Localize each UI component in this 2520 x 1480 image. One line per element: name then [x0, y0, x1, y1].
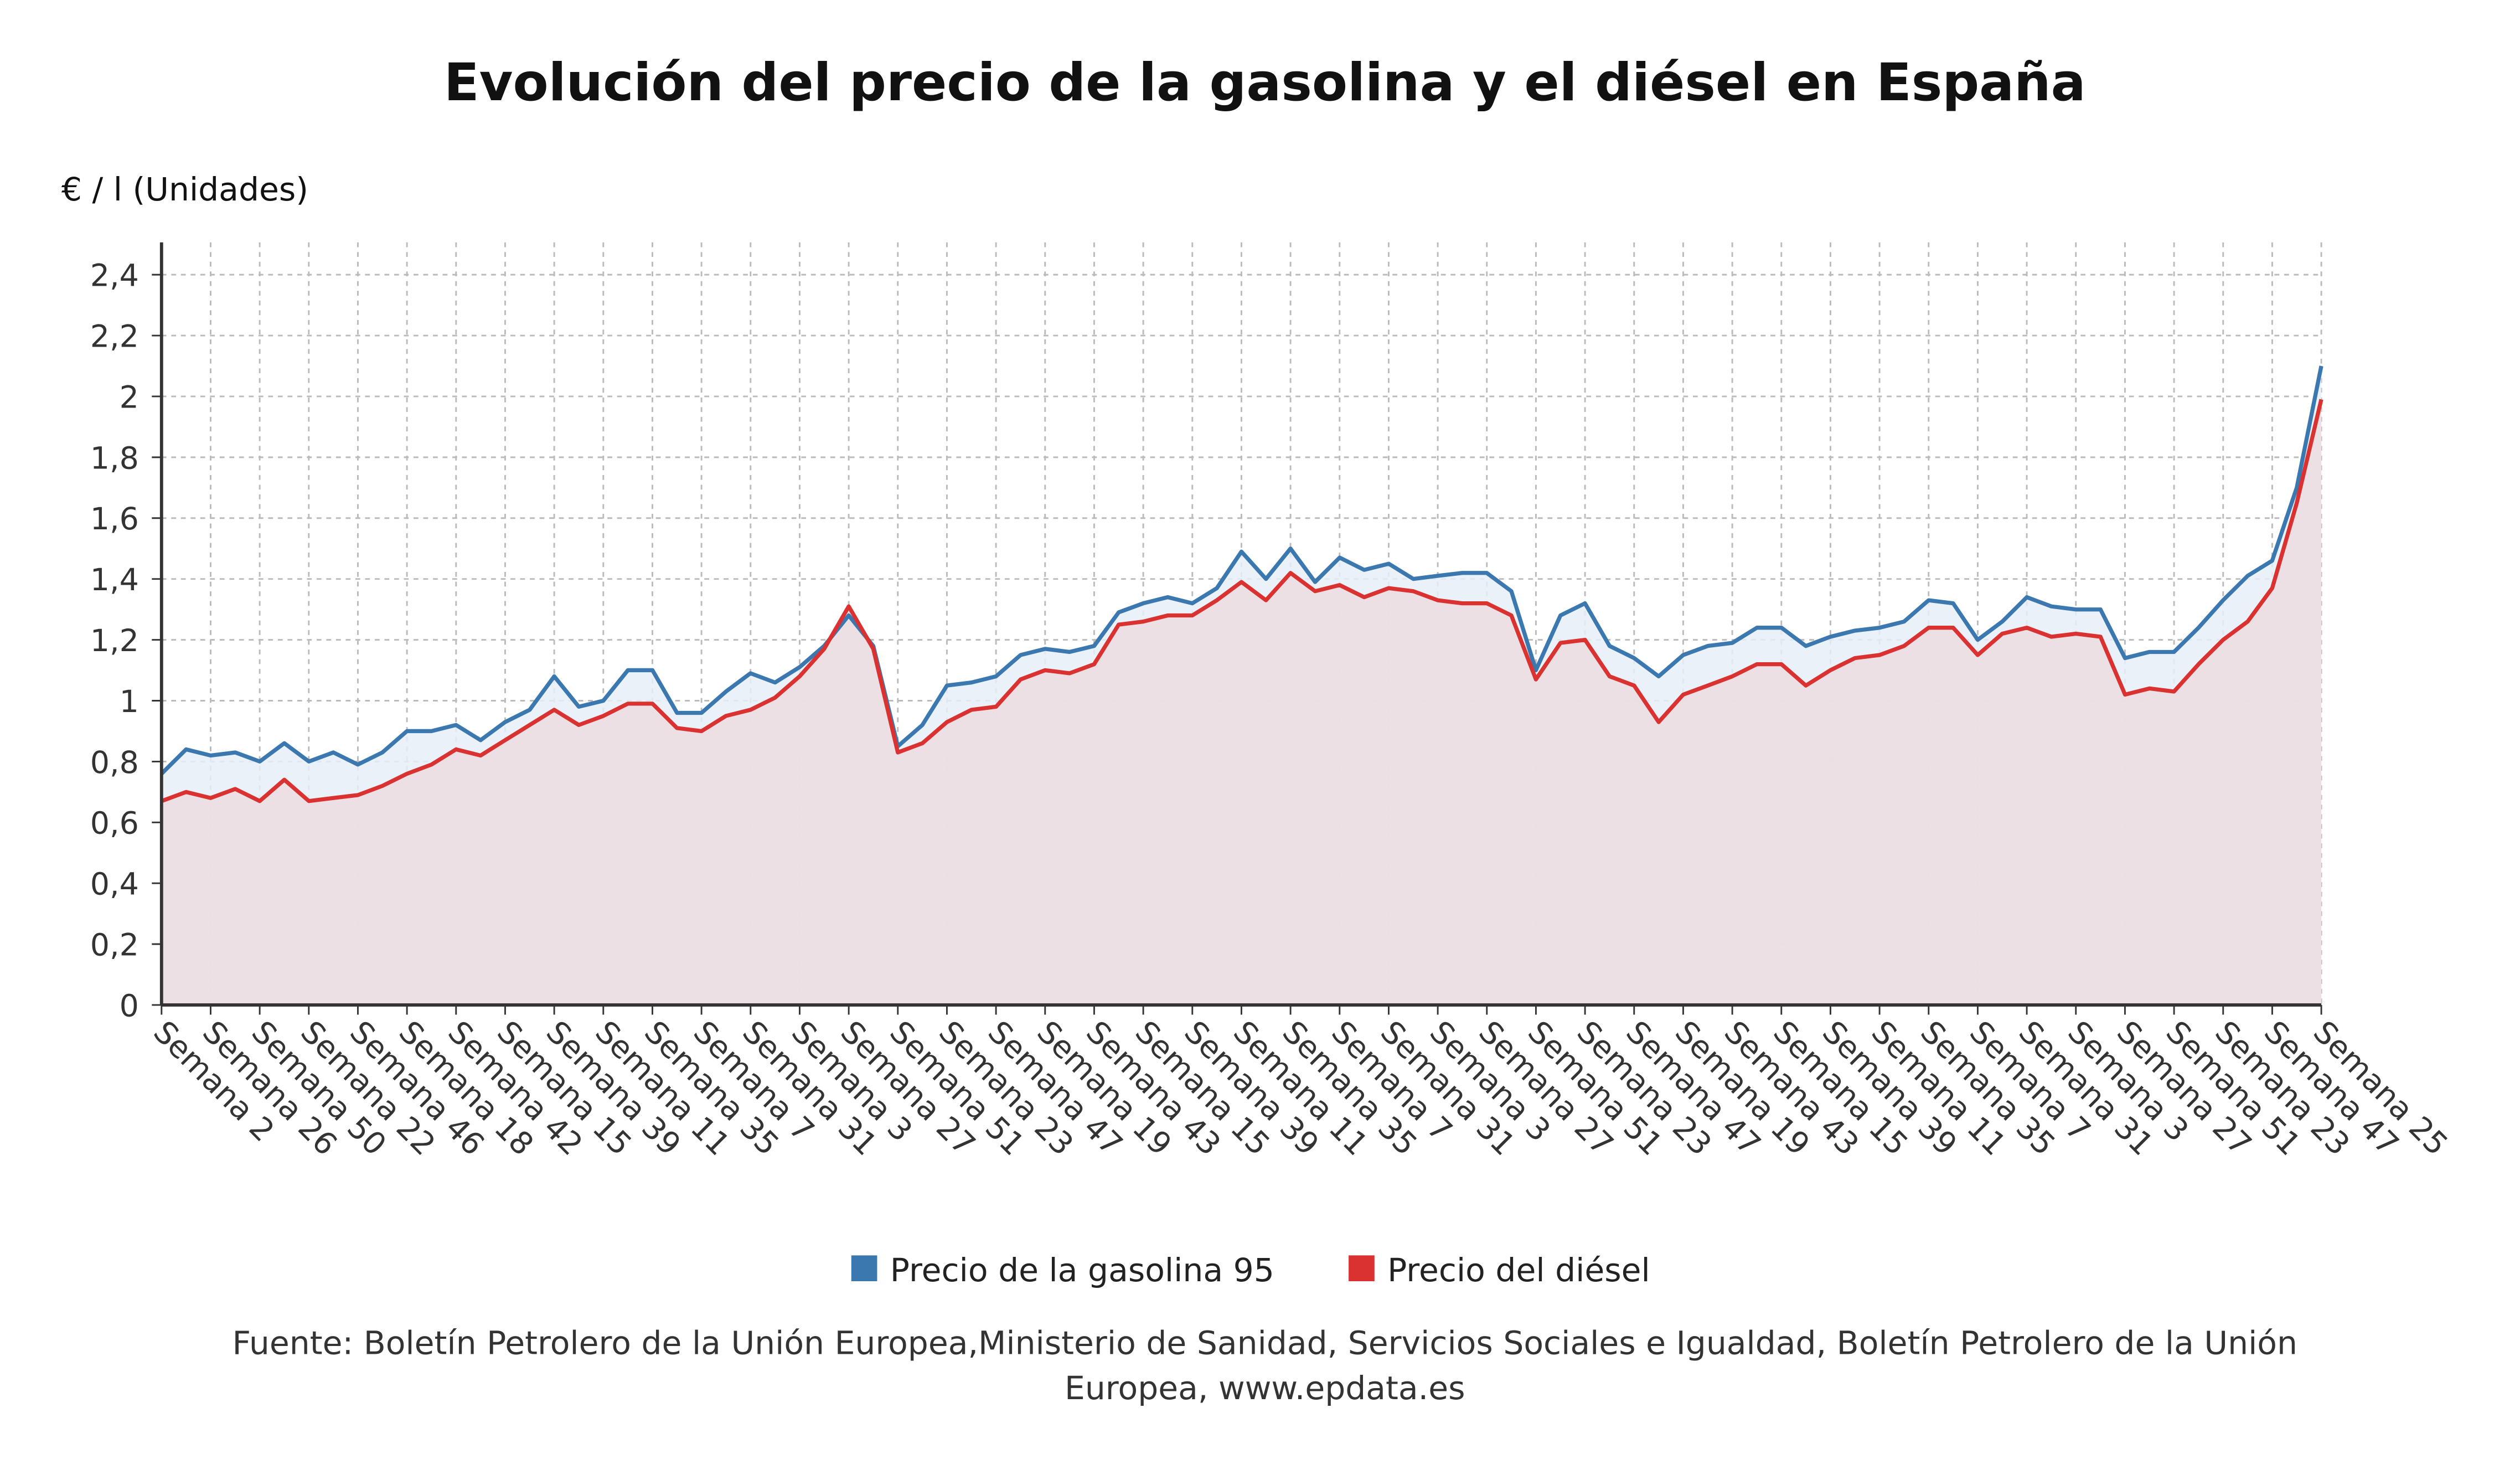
y-tick-label: 1,2 [90, 623, 139, 659]
y-tick-label: 0 [120, 988, 139, 1024]
y-axis-label: € / l (Unidades) [61, 171, 308, 208]
source-line: Europea, www.epdata.es [1065, 1369, 1465, 1407]
plot-area: 00,20,40,60,811,21,41,61,822,22,4Semana … [90, 242, 2454, 1163]
legend-label: Precio del diésel [1387, 1251, 1650, 1289]
legend-swatch [851, 1255, 877, 1282]
y-tick-label: 2 [120, 380, 139, 415]
y-tick-label: 1,8 [90, 441, 139, 476]
chart-title: Evolución del precio de la gasolina y el… [444, 53, 2086, 113]
y-tick-label: 0,4 [90, 867, 139, 903]
source-line: Fuente: Boletín Petrolero de la Unión Eu… [233, 1324, 2297, 1362]
area [161, 399, 2322, 1005]
y-tick-label: 2,2 [90, 319, 139, 354]
line [161, 399, 2323, 803]
line [160, 365, 2323, 776]
legend-label: Precio de la gasolina 95 [890, 1251, 1274, 1289]
legend-swatch [1349, 1255, 1375, 1282]
y-tick-label: 0,8 [90, 745, 139, 781]
y-tick-label: 0,2 [90, 928, 139, 963]
y-tick-label: 1 [120, 684, 139, 720]
y-tick-label: 1,4 [90, 563, 139, 598]
source: Fuente: Boletín Petrolero de la Unión Eu… [233, 1324, 2297, 1407]
y-tick-label: 0,6 [90, 806, 139, 842]
y-tick-label: 2,4 [90, 259, 139, 294]
y-tick-label: 1,6 [90, 502, 139, 537]
